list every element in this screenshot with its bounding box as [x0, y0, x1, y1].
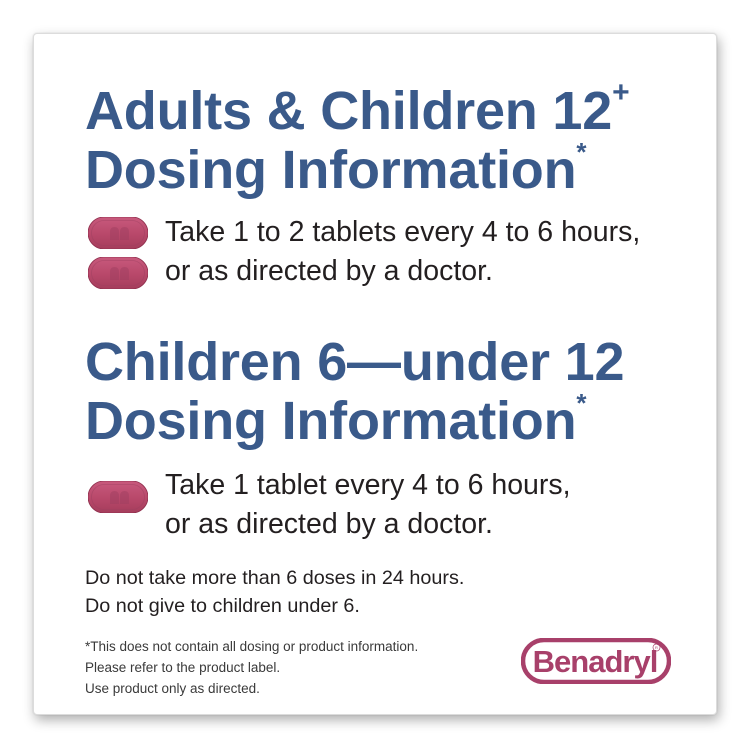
svg-text:Benadryl: Benadryl	[533, 644, 658, 679]
svg-text:R: R	[655, 645, 658, 650]
